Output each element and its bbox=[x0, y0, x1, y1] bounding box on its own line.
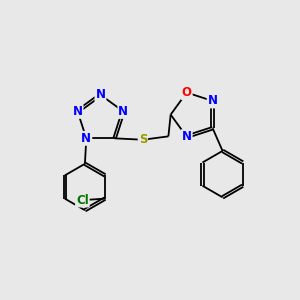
Text: O: O bbox=[182, 86, 192, 99]
Text: N: N bbox=[73, 105, 82, 118]
Text: N: N bbox=[118, 105, 128, 118]
Text: N: N bbox=[208, 94, 218, 107]
Text: N: N bbox=[182, 130, 192, 143]
Text: Cl: Cl bbox=[76, 194, 89, 206]
Text: N: N bbox=[95, 88, 106, 101]
Text: S: S bbox=[139, 133, 147, 146]
Text: N: N bbox=[81, 132, 91, 145]
